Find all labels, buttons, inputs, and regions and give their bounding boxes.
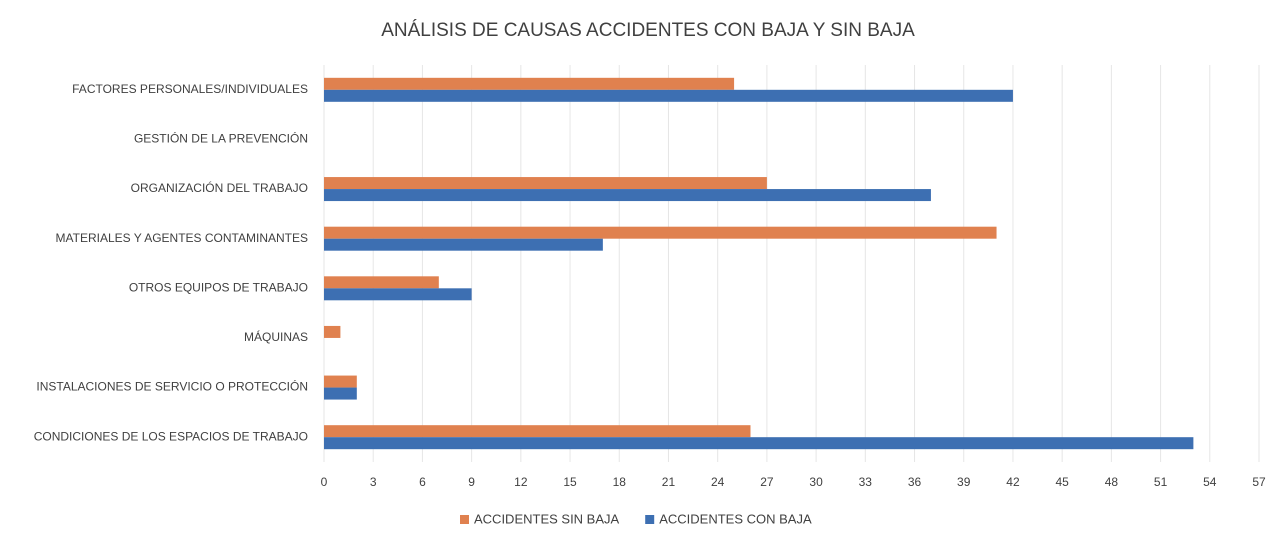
bar [324,387,357,400]
x-tick-label: 48 [1105,475,1119,489]
y-tick-label: ORGANIZACIÓN DEL TRABAJO [131,180,308,195]
bar [324,226,997,239]
x-tick-label: 12 [514,475,528,489]
bar [324,189,931,202]
x-tick-label: 51 [1154,475,1168,489]
bar [324,89,1013,102]
x-tick-label: 30 [809,475,823,489]
y-tick-label: GESTIÓN DE LA PREVENCIÓN [134,131,308,146]
x-tick-label: 9 [468,475,475,489]
x-tick-label: 57 [1252,475,1266,489]
x-tick-label: 27 [760,475,774,489]
bar [324,276,439,289]
y-tick-label: FACTORES PERSONALES/INDIVIDUALES [72,82,308,96]
y-tick-label: MATERIALES Y AGENTES CONTAMINANTES [56,231,309,245]
bar [324,425,751,438]
x-tick-label: 42 [1006,475,1020,489]
bar [324,437,1194,450]
x-tick-label: 39 [957,475,971,489]
x-tick-label: 54 [1203,475,1217,489]
bar [324,177,767,190]
bar [324,238,603,251]
legend-label: ACCIDENTES CON BAJA [659,511,812,526]
x-tick-label: 33 [859,475,873,489]
x-tick-label: 18 [613,475,627,489]
y-tick-label: MÁQUINAS [244,329,308,344]
x-tick-label: 36 [908,475,922,489]
legend-marker [645,515,655,524]
x-tick-label: 6 [419,475,426,489]
y-tick-label: OTROS EQUIPOS DE TRABAJO [129,280,308,294]
x-tick-label: 21 [662,475,676,489]
chart-title: ANÁLISIS DE CAUSAS ACCIDENTES CON BAJA Y… [381,20,915,41]
bar [324,375,357,388]
x-tick-label: 3 [370,475,377,489]
bar [324,288,472,301]
y-tick-label: INSTALACIONES DE SERVICIO O PROTECCIÓN [36,379,308,394]
bar [324,77,735,90]
bar [324,325,341,338]
legend-label: ACCIDENTES SIN BAJA [474,511,620,526]
x-tick-label: 0 [321,475,328,489]
x-tick-label: 24 [711,475,725,489]
x-tick-label: 15 [563,475,577,489]
x-tick-label: 45 [1055,475,1069,489]
y-tick-label: CONDICIONES DE LOS ESPACIOS DE TRABAJO [34,429,308,443]
legend-marker [460,515,469,524]
